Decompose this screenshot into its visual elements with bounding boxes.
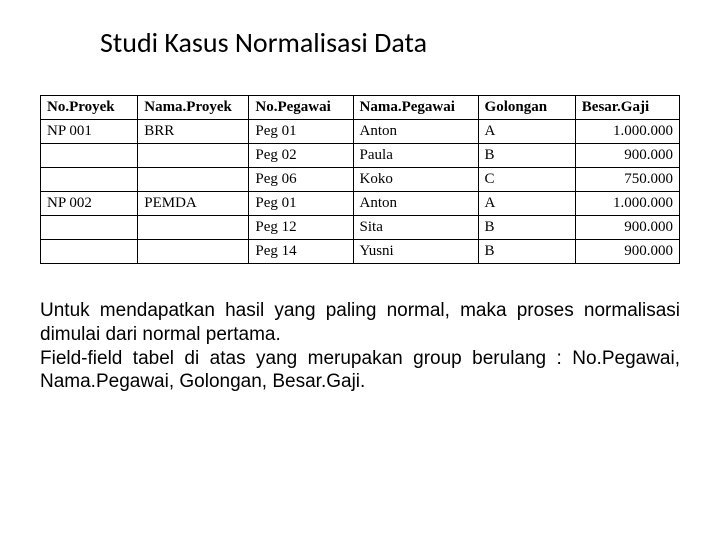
table-cell: B <box>478 144 575 168</box>
table-column-header: Besar.Gaji <box>575 96 679 120</box>
paragraph-1: Untuk mendapatkan hasil yang paling norm… <box>40 299 680 347</box>
table-cell: B <box>478 240 575 264</box>
table-cell <box>138 216 249 240</box>
table-cell: Yusni <box>353 240 478 264</box>
table-row: NP 001BRRPeg 01AntonA1.000.000 <box>41 120 680 144</box>
table-cell <box>41 144 138 168</box>
table-cell: 900.000 <box>575 216 679 240</box>
table-cell: Peg 01 <box>249 120 353 144</box>
table-cell: Sita <box>353 216 478 240</box>
data-table: No.ProyekNama.ProyekNo.PegawaiNama.Pegaw… <box>40 95 680 264</box>
table-cell <box>138 144 249 168</box>
table-column-header: Nama.Proyek <box>138 96 249 120</box>
table-cell: BRR <box>138 120 249 144</box>
table-row: Peg 02PaulaB900.000 <box>41 144 680 168</box>
table-cell: PEMDA <box>138 192 249 216</box>
table-cell: Peg 14 <box>249 240 353 264</box>
table-cell: Peg 06 <box>249 168 353 192</box>
table-column-header: No.Pegawai <box>249 96 353 120</box>
table-cell <box>138 240 249 264</box>
table-cell: Paula <box>353 144 478 168</box>
table-cell: NP 002 <box>41 192 138 216</box>
table-cell: 900.000 <box>575 240 679 264</box>
table-cell: NP 001 <box>41 120 138 144</box>
table-row: Peg 12SitaB900.000 <box>41 216 680 240</box>
table-cell <box>41 216 138 240</box>
table-cell <box>41 240 138 264</box>
table-cell: 750.000 <box>575 168 679 192</box>
slide-container: Studi Kasus Normalisasi Data No.ProyekNa… <box>0 0 720 414</box>
table-cell: Peg 02 <box>249 144 353 168</box>
table-row: Peg 06KokoC750.000 <box>41 168 680 192</box>
table-header-row: No.ProyekNama.ProyekNo.PegawaiNama.Pegaw… <box>41 96 680 120</box>
table-cell: B <box>478 216 575 240</box>
table-cell: 900.000 <box>575 144 679 168</box>
table-column-header: Nama.Pegawai <box>353 96 478 120</box>
table-body: NP 001BRRPeg 01AntonA1.000.000Peg 02Paul… <box>41 120 680 264</box>
table-cell: Peg 12 <box>249 216 353 240</box>
table-column-header: No.Proyek <box>41 96 138 120</box>
table-row: NP 002PEMDAPeg 01AntonA1.000.000 <box>41 192 680 216</box>
table-cell: Koko <box>353 168 478 192</box>
table-cell: A <box>478 192 575 216</box>
table-cell <box>138 168 249 192</box>
table-header: No.ProyekNama.ProyekNo.PegawaiNama.Pegaw… <box>41 96 680 120</box>
table-cell: Anton <box>353 120 478 144</box>
page-title: Studi Kasus Normalisasi Data <box>100 25 680 60</box>
paragraph-2: Field-field tabel di atas yang merupakan… <box>40 347 680 395</box>
table-cell: A <box>478 120 575 144</box>
table-row: Peg 14YusniB900.000 <box>41 240 680 264</box>
table-cell: Anton <box>353 192 478 216</box>
table-cell <box>41 168 138 192</box>
table-cell: 1.000.000 <box>575 192 679 216</box>
table-cell: Peg 01 <box>249 192 353 216</box>
table-cell: C <box>478 168 575 192</box>
body-text: Untuk mendapatkan hasil yang paling norm… <box>40 299 680 394</box>
table-cell: 1.000.000 <box>575 120 679 144</box>
table-column-header: Golongan <box>478 96 575 120</box>
